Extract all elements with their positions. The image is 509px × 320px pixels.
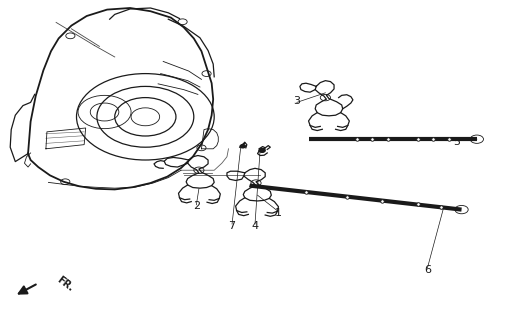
- Text: 3: 3: [293, 96, 300, 106]
- Text: 2: 2: [192, 201, 200, 212]
- Text: 1: 1: [274, 208, 281, 218]
- Text: 4: 4: [251, 220, 258, 231]
- Text: FR.: FR.: [55, 275, 75, 293]
- Text: 7: 7: [228, 220, 235, 231]
- Text: 5: 5: [452, 137, 459, 148]
- Circle shape: [259, 148, 265, 152]
- Circle shape: [240, 145, 245, 148]
- Text: 6: 6: [423, 265, 430, 276]
